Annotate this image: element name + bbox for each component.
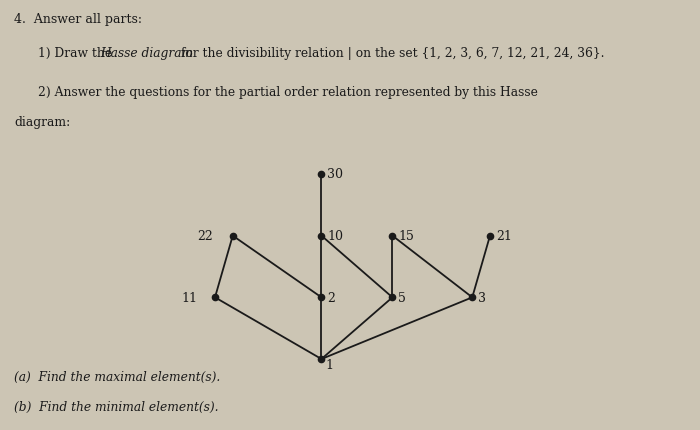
Text: (a)  Find the maximal element(s).: (a) Find the maximal element(s). xyxy=(14,370,220,383)
Text: 22: 22 xyxy=(197,230,213,243)
Text: 4.  Answer all parts:: 4. Answer all parts: xyxy=(14,13,142,26)
Text: for the divisibility relation | on the set {1, 2, 3, 6, 7, 12, 21, 24, 36}.: for the divisibility relation | on the s… xyxy=(177,47,605,60)
Text: 15: 15 xyxy=(398,230,414,243)
Text: 1: 1 xyxy=(326,359,333,372)
Text: Hasse diagram: Hasse diagram xyxy=(100,47,193,60)
Text: 2: 2 xyxy=(328,291,335,304)
Text: 11: 11 xyxy=(181,291,197,304)
Text: 1) Draw the: 1) Draw the xyxy=(38,47,116,60)
Text: 5: 5 xyxy=(398,291,406,304)
Text: 21: 21 xyxy=(496,230,512,243)
Text: diagram:: diagram: xyxy=(14,116,70,129)
Text: 10: 10 xyxy=(328,230,344,243)
Text: 30: 30 xyxy=(328,168,344,181)
Text: (b)  Find the minimal element(s).: (b) Find the minimal element(s). xyxy=(14,400,218,413)
Text: 3: 3 xyxy=(478,291,486,304)
Text: 2) Answer the questions for the partial order relation represented by this Hasse: 2) Answer the questions for the partial … xyxy=(38,86,538,99)
